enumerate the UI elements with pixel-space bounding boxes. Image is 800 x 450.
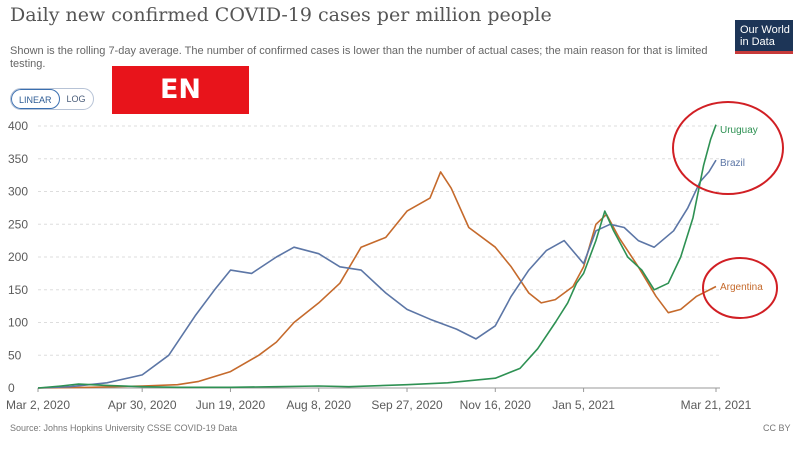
y-tick-label: 100 [8, 316, 28, 330]
annotations [672, 101, 784, 319]
series-label-uruguay: Uruguay [720, 125, 758, 136]
x-axis-ticks: Mar 2, 2020 Apr 30, 2020 Jun 19, 2020 Aug 8… [6, 388, 752, 412]
license-link[interactable]: CC BY [763, 423, 791, 433]
scale-toggle: LINEAR LOG [10, 88, 94, 110]
series-labels: Uruguay Brazil Argentina [720, 125, 763, 293]
chart-grid [38, 125, 720, 389]
source-note: Source: Johns Hopkins University CSSE CO… [10, 423, 238, 433]
x-tick-label: Mar 21, 2021 [681, 398, 752, 412]
y-tick-label: 0 [8, 381, 15, 395]
y-tick-label: 150 [8, 283, 28, 297]
series-label-brazil: Brazil [720, 158, 745, 169]
logo-line-2: in Data [740, 36, 775, 48]
y-axis-ticks: 0 50 100 150 200 250 300 350 400 [8, 119, 28, 395]
owid-logo[interactable]: Our World in Data [735, 20, 793, 54]
y-tick-label: 350 [8, 152, 28, 166]
en-orsai-stamp: EN ORSAI [112, 66, 249, 153]
series-line-argentina [37, 171, 717, 389]
x-tick-label: Jan 5, 2021 [552, 398, 615, 412]
x-tick-label: Nov 16, 2020 [460, 398, 532, 412]
log-scale-button[interactable]: LOG [66, 94, 86, 104]
y-tick-label: 400 [8, 119, 28, 133]
y-tick-label: 50 [8, 348, 22, 362]
x-tick-label: Sep 27, 2020 [371, 398, 443, 412]
series-line-uruguay [37, 124, 717, 389]
x-tick-label: Mar 2, 2020 [6, 398, 70, 412]
page-title: Daily new confirmed COVID-19 cases per m… [10, 4, 552, 26]
logo-line-1: Our World [740, 24, 790, 36]
chart-lines [37, 124, 717, 389]
y-tick-label: 200 [8, 250, 28, 264]
x-tick-label: Aug 8, 2020 [286, 398, 351, 412]
annotation-circle-uruguay-brazil [672, 101, 784, 195]
y-tick-label: 300 [8, 185, 28, 199]
chart-subtitle: Shown is the rolling 7-day average. The … [10, 45, 708, 70]
series-line-brazil [37, 159, 717, 389]
linear-scale-button[interactable]: LINEAR [11, 89, 60, 109]
series-label-argentina: Argentina [720, 282, 763, 293]
annotation-circle-argentina [702, 257, 778, 319]
x-tick-label: Jun 19, 2020 [196, 398, 266, 412]
y-tick-label: 250 [8, 217, 28, 231]
x-tick-label: Apr 30, 2020 [108, 398, 177, 412]
